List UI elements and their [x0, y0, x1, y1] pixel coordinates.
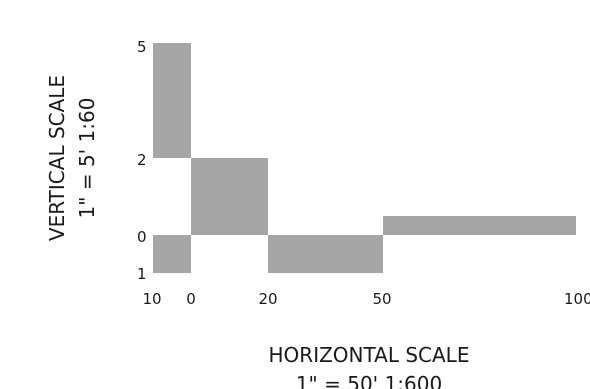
vertical-tick-label: 1	[137, 265, 147, 283]
horizontal-scale-block-20-to-50	[268, 235, 383, 273]
horizontal-scale-block-0-to-20	[191, 158, 268, 235]
vertical-tick-label: 2	[137, 151, 147, 169]
vertical-tick-label: 5	[137, 38, 147, 56]
vertical-scale-ratio: 1" = 5' 1:60	[75, 98, 99, 219]
horizontal-tick-label: 20	[258, 290, 277, 308]
vertical-scale-block-1-to-0	[153, 235, 191, 273]
vertical-scale-block-2-to-5	[153, 43, 191, 158]
horizontal-tick-label: 100	[564, 290, 590, 308]
horizontal-tick-label: 50	[372, 290, 391, 308]
horizontal-scale-title: HORIZONTAL SCALE	[269, 343, 470, 367]
vertical-tick-label: 0	[137, 228, 147, 246]
horizontal-tick-label: 0	[186, 290, 196, 308]
horizontal-tick-label: 10	[142, 290, 161, 308]
horizontal-scale-ratio: 1" = 50' 1:600	[296, 372, 442, 389]
horizontal-scale-block-50-to-100	[383, 216, 576, 235]
vertical-scale-title: VERTICAL SCALE	[45, 75, 69, 241]
